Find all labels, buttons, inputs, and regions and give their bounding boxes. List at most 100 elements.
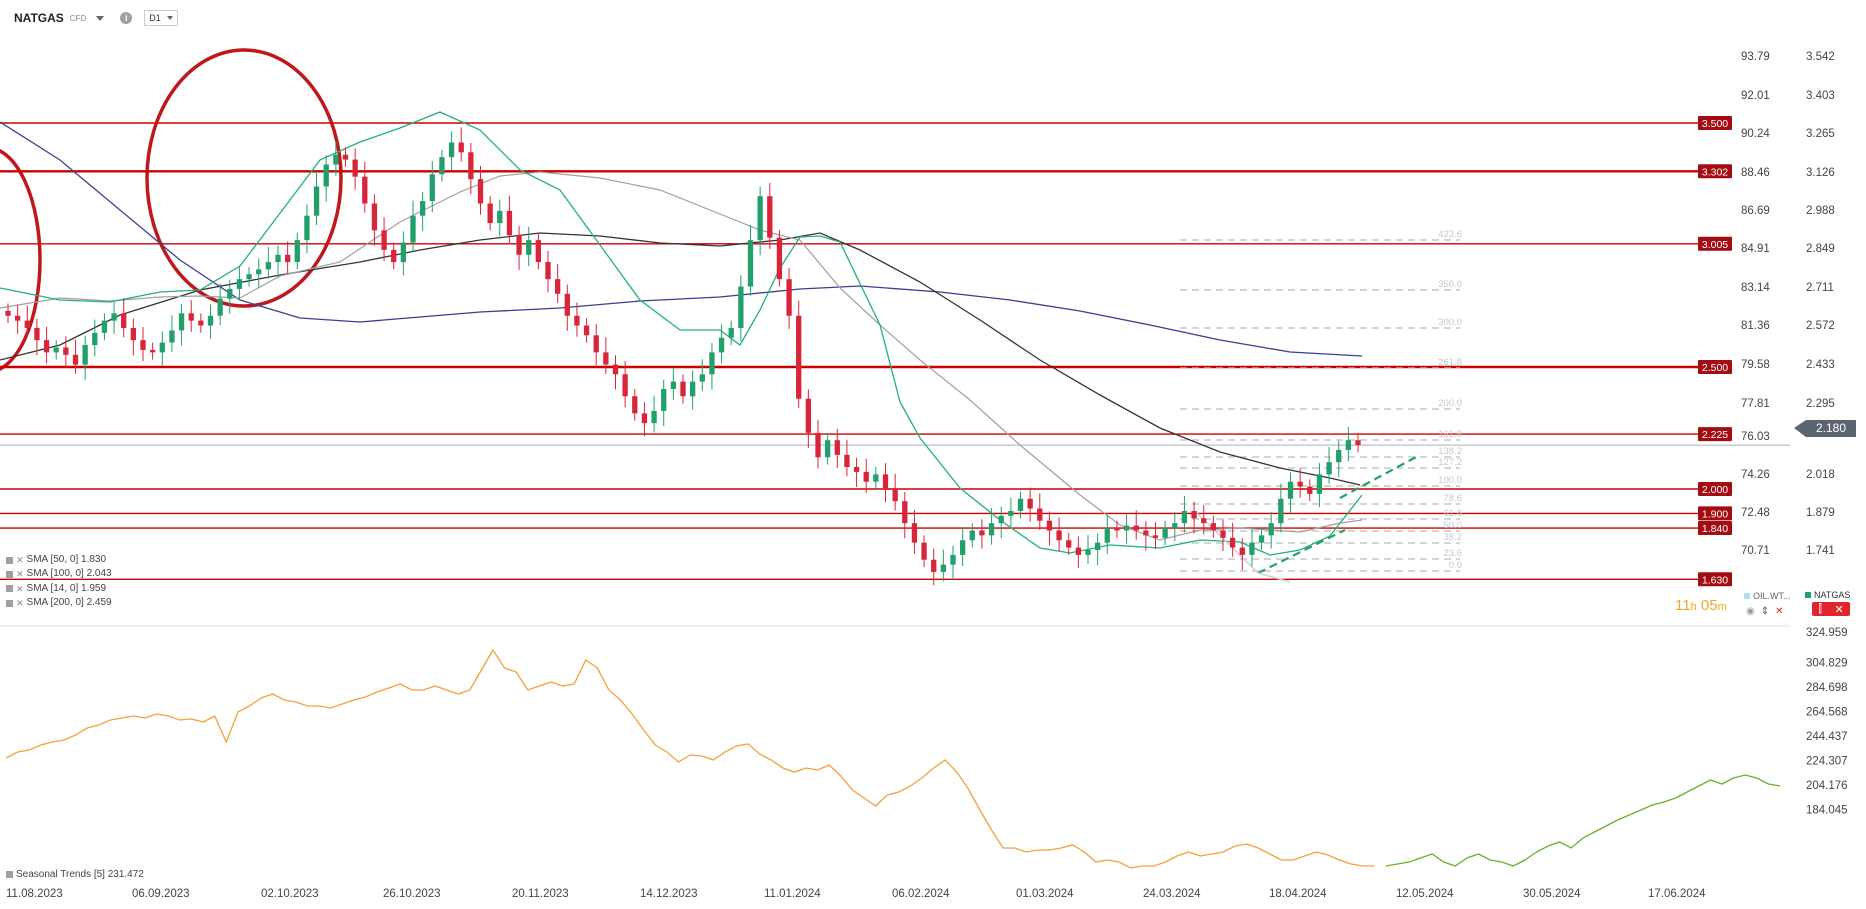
seasonal-tick-label: 224.307: [1806, 756, 1848, 768]
date-tick-label: 11.01.2024: [764, 888, 821, 900]
legend-label: SMA [50, 0] 1.830: [26, 554, 107, 565]
candle-body: [853, 467, 860, 472]
candle-body: [651, 410, 657, 424]
candle-body: [381, 230, 387, 250]
secondary-tick-label: 76.03: [1741, 431, 1770, 443]
info-icon[interactable]: i: [120, 12, 133, 24]
close-icon[interactable]: ✕: [16, 555, 24, 565]
candle-body: [1249, 542, 1255, 555]
candle-body: [959, 540, 966, 555]
candle-body: [188, 313, 194, 321]
close-icon[interactable]: ✕: [1834, 603, 1844, 616]
candle-body: [902, 501, 908, 524]
price-tick-label: 2.295: [1806, 398, 1835, 410]
candle-body: [1336, 449, 1342, 463]
candle-body: [873, 474, 879, 482]
date-tick-label: 01.03.2024: [1016, 888, 1074, 900]
candle-body: [72, 354, 79, 365]
price-tick-label: 2.849: [1806, 243, 1835, 255]
close-icon[interactable]: ✕: [16, 583, 24, 594]
candle-body: [419, 201, 426, 216]
candle-body: [1181, 510, 1188, 524]
price-tick-label: 2.572: [1806, 320, 1835, 332]
settings-icon[interactable]: [6, 871, 13, 878]
close-icon[interactable]: ✕: [16, 597, 24, 608]
legend-item[interactable]: ✕ SMA [14, 0] 1.959: [6, 582, 112, 596]
candle-body: [1133, 525, 1139, 531]
candle-body: [1162, 528, 1168, 538]
candle-body: [400, 242, 407, 263]
candle-body: [1268, 523, 1274, 536]
candle-body: [246, 274, 252, 280]
secondary-tick-label: 70.71: [1741, 545, 1770, 557]
reorder-icon[interactable]: ⇕: [1760, 606, 1770, 617]
candle-body: [632, 396, 638, 414]
candle-body: [1066, 540, 1072, 548]
timer-minutes-unit: m: [1717, 601, 1727, 613]
settings-icon[interactable]: [6, 570, 13, 578]
annotation-circle: [145, 48, 343, 308]
candle-body: [487, 203, 493, 224]
seasonal-legend[interactable]: Seasonal Trends [5] 231.472: [6, 869, 144, 880]
candle-body: [342, 154, 349, 160]
candle-body: [1008, 510, 1014, 516]
fib-label: 127.2: [1438, 457, 1462, 468]
legend-item[interactable]: ✕ SMA [50, 0] 1.830: [6, 553, 112, 567]
seasonal-tick-label: 244.437: [1806, 731, 1848, 743]
symbol-name[interactable]: NATGAS: [14, 11, 64, 25]
secondary-tick-label: 74.26: [1741, 469, 1770, 481]
fib-label: 0.0: [1449, 560, 1462, 571]
settings-icon[interactable]: [6, 556, 13, 564]
level-label: 3.005: [1702, 239, 1728, 251]
candle-body: [1085, 550, 1091, 555]
fib-label: 50.0: [1444, 520, 1463, 531]
candle-body: [988, 523, 995, 536]
settings-icon[interactable]: [6, 585, 13, 593]
settings-icon[interactable]: [6, 599, 13, 607]
fib-label: 261.8: [1438, 357, 1462, 368]
candle-body: [950, 554, 956, 565]
legend-label: SMA [200, 0] 2.459: [26, 596, 112, 608]
legend-item[interactable]: ✕ SMA [200, 0] 2.459: [6, 596, 112, 610]
candle-body: [641, 413, 648, 424]
fib-label: 138.2: [1438, 446, 1462, 457]
candle-body: [554, 279, 561, 294]
date-tick-label: 26.10.2023: [383, 888, 441, 900]
candle-body: [1046, 520, 1053, 531]
fib-label: 350.0: [1438, 279, 1462, 290]
compare-actions[interactable]: ⫿ ✕: [1812, 602, 1850, 616]
candle-body: [256, 269, 262, 275]
candle-body: [661, 388, 667, 411]
timer-minutes: 05: [1700, 597, 1718, 614]
legend-item[interactable]: ✕ SMA [100, 0] 2.043: [6, 567, 112, 581]
candle-body: [1316, 474, 1323, 494]
price-tick-label: 3.126: [1806, 167, 1835, 179]
last-price-tag: [1794, 420, 1856, 437]
candle-body: [516, 235, 522, 255]
sma-100-line: [0, 232, 1361, 486]
compare-legend-natgas[interactable]: NATGAS: [1805, 590, 1850, 600]
level-tag: [1698, 482, 1732, 496]
candle-body: [82, 345, 88, 365]
level-tag: [1698, 116, 1732, 130]
date-tick-label: 18.04.2024: [1269, 888, 1327, 900]
legend-label: SMA [14, 0] 1.959: [26, 582, 107, 594]
candle-body: [805, 398, 812, 433]
candle-body: [477, 179, 484, 204]
candles-icon[interactable]: ⫿: [1818, 602, 1822, 615]
candle-body: [236, 279, 243, 289]
chevron-down-icon[interactable]: [96, 15, 105, 21]
timeframe-select[interactable]: D1: [144, 10, 178, 26]
compare-legend-oil[interactable]: OIL.WT...: [1744, 591, 1791, 601]
close-icon[interactable]: ✕: [16, 569, 24, 580]
candle-body: [998, 515, 1004, 524]
eye-icon[interactable]: ◉: [1746, 606, 1755, 617]
fib-label: 38.2: [1444, 532, 1463, 543]
timer-hours-unit: h: [1690, 601, 1697, 613]
level-label: 1.900: [1702, 508, 1728, 520]
close-icon[interactable]: ✕: [1775, 606, 1784, 617]
candle-body: [1210, 523, 1217, 531]
candle-body: [198, 320, 204, 326]
price-tick-label: 1.741: [1806, 545, 1835, 557]
